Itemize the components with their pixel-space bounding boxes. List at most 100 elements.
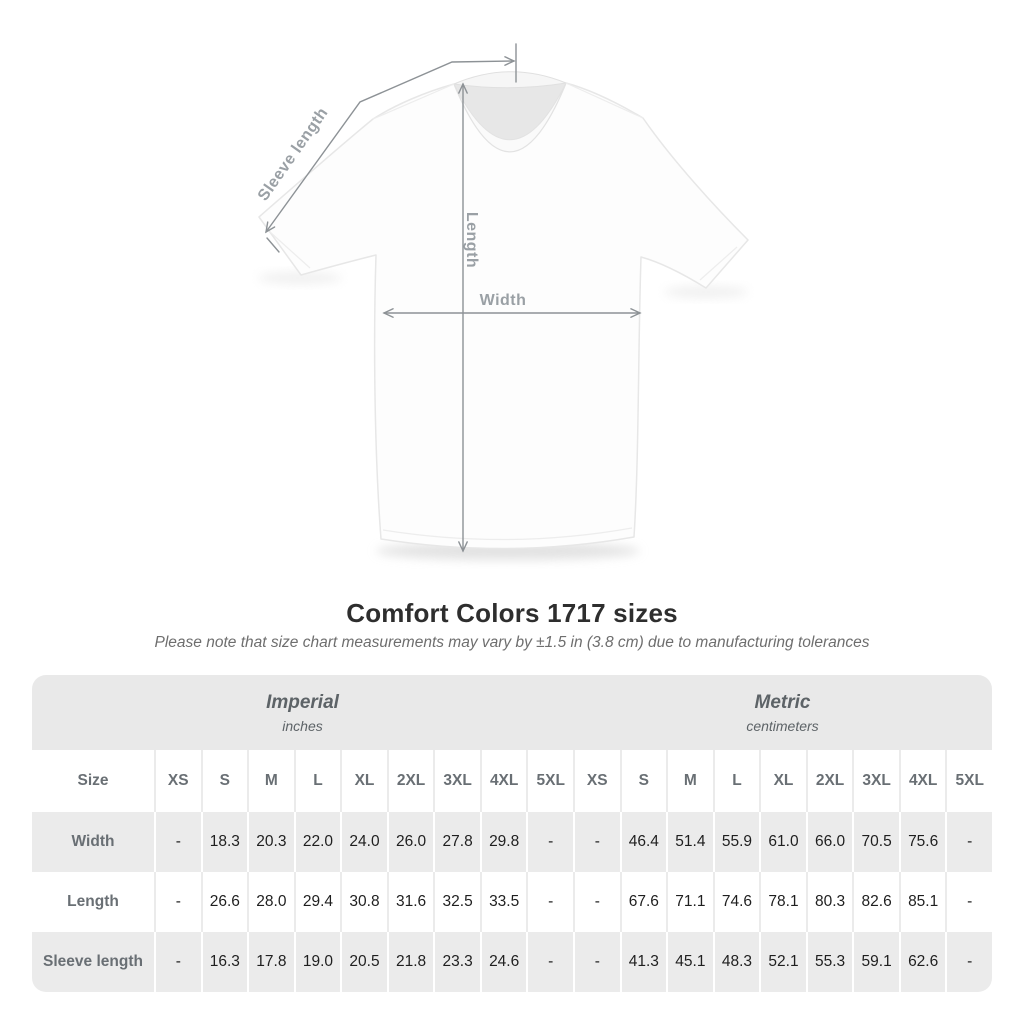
width-annotation <box>382 308 642 318</box>
row-label-length: Length <box>67 893 119 910</box>
table-cell: 48.3 <box>712 932 760 992</box>
table-cell: 28.0 <box>247 872 294 932</box>
table-cell: - <box>154 872 201 932</box>
left-sleeve-shadow <box>258 272 342 284</box>
col-header-m-metric: M <box>666 750 713 812</box>
table-cell: 27.8 <box>433 812 480 872</box>
table-cell: 75.6 <box>898 812 946 872</box>
table-cell: 55.3 <box>805 932 853 992</box>
sleeve-length-right-arrowhead <box>504 56 516 66</box>
length-bottom-arrowhead <box>458 541 468 553</box>
length-label: Length <box>463 212 480 268</box>
tshirt-illustration <box>258 71 749 560</box>
table-cell: 21.8 <box>386 932 434 992</box>
col-header-l-imperial: L <box>293 750 341 812</box>
table-cell: 31.6 <box>386 872 434 932</box>
unit-header-band: Imperial inches Metric centimeters <box>32 675 992 750</box>
table-cell: 74.6 <box>712 872 760 932</box>
col-header-2xl-imperial: 2XL <box>386 750 434 812</box>
table-cell: - <box>526 932 573 992</box>
table-cell: 45.1 <box>666 932 713 992</box>
table-cell: 70.5 <box>852 812 899 872</box>
table-cell: 29.4 <box>293 872 341 932</box>
col-header-2xl-metric: 2XL <box>805 750 853 812</box>
col-header-s-metric: S <box>619 750 667 812</box>
col-header-5xl-imperial: 5XL <box>526 750 573 812</box>
table-cell: 26.6 <box>200 872 248 932</box>
col-header-5xl-metric: 5XL <box>945 750 992 812</box>
table-cell: 18.3 <box>200 812 248 872</box>
table-cell: 82.6 <box>852 872 899 932</box>
table-cell: 30.8 <box>340 872 387 932</box>
width-right-arrowhead <box>630 308 642 318</box>
size-chart-table: Imperial inches Metric centimeters Size … <box>32 675 992 992</box>
table-cell: 51.4 <box>666 812 713 872</box>
length-top-arrowhead <box>458 82 468 94</box>
table-cell: - <box>526 872 573 932</box>
col-header-s-imperial: S <box>200 750 248 812</box>
col-header-xs-metric: XS <box>573 750 620 812</box>
table-cell: 24.0 <box>340 812 387 872</box>
table-cell: - <box>573 872 620 932</box>
col-header-xl-imperial: XL <box>340 750 387 812</box>
width-row: Width - 18.3 20.3 22.0 24.0 26.0 27.8 29… <box>32 812 992 872</box>
table-cell: 24.6 <box>479 932 527 992</box>
metric-group-header: Metric centimeters <box>573 675 992 750</box>
sleeve-length-arrowhead <box>265 221 276 234</box>
table-cell: 67.6 <box>619 872 667 932</box>
shirt-seams <box>269 82 738 541</box>
table-cell: 16.3 <box>200 932 248 992</box>
col-header-4xl-imperial: 4XL <box>479 750 527 812</box>
imperial-group-header: Imperial inches <box>32 675 573 750</box>
row-label-width: Width <box>71 833 115 850</box>
table-cell: 80.3 <box>805 872 853 932</box>
width-left-arrowhead <box>382 308 394 318</box>
table-cell: 20.5 <box>340 932 387 992</box>
table-cell: 71.1 <box>666 872 713 932</box>
table-cell: 26.0 <box>386 812 434 872</box>
imperial-unit-label: inches <box>282 717 323 734</box>
col-header-xs-imperial: XS <box>154 750 201 812</box>
table-cell: 55.9 <box>712 812 760 872</box>
table-cell: - <box>945 812 992 872</box>
table-cell: - <box>573 812 620 872</box>
table-cell: 20.3 <box>247 812 294 872</box>
table-cell: 52.1 <box>759 932 806 992</box>
collar-back <box>452 71 568 89</box>
width-label: Width <box>480 292 527 309</box>
table-cell: 32.5 <box>433 872 480 932</box>
table-cell: - <box>154 812 201 872</box>
right-sleeve-shadow <box>664 286 748 298</box>
sleeve-length-dimension-line <box>265 60 515 233</box>
table-cell: 62.6 <box>898 932 946 992</box>
table-cell: 17.8 <box>247 932 294 992</box>
imperial-label: Imperial <box>266 691 339 713</box>
col-header-3xl-metric: 3XL <box>852 750 899 812</box>
table-cell: 46.4 <box>619 812 667 872</box>
table-cell: 61.0 <box>759 812 806 872</box>
sleeve-length-annotation <box>265 43 517 253</box>
sleeve-length-row: Sleeve length - 16.3 17.8 19.0 20.5 21.8… <box>32 932 992 992</box>
length-annotation <box>458 82 468 553</box>
table-cell: - <box>573 932 620 992</box>
table-cell: - <box>945 932 992 992</box>
table-cell: 19.0 <box>293 932 341 992</box>
row-label-sleeve-length: Sleeve length <box>43 953 143 970</box>
table-cell: - <box>945 872 992 932</box>
table-cell: 78.1 <box>759 872 806 932</box>
sleeve-end-tick <box>266 237 280 253</box>
table-cell: 22.0 <box>293 812 341 872</box>
table-cell: 33.5 <box>479 872 527 932</box>
tshirt-measurement-diagram: Sleeve length Length Width <box>255 43 749 560</box>
col-header-4xl-metric: 4XL <box>898 750 946 812</box>
table-cell: 66.0 <box>805 812 853 872</box>
col-header-l-metric: L <box>712 750 760 812</box>
table-cell: - <box>154 932 201 992</box>
col-header-m-imperial: M <box>247 750 294 812</box>
table-cell: 59.1 <box>852 932 899 992</box>
shirt-body <box>258 82 749 550</box>
page-title: Comfort Colors 1717 sizes <box>346 598 678 628</box>
metric-label: Metric <box>754 691 811 713</box>
table-cell: 23.3 <box>433 932 480 992</box>
table-cell: 85.1 <box>898 872 946 932</box>
